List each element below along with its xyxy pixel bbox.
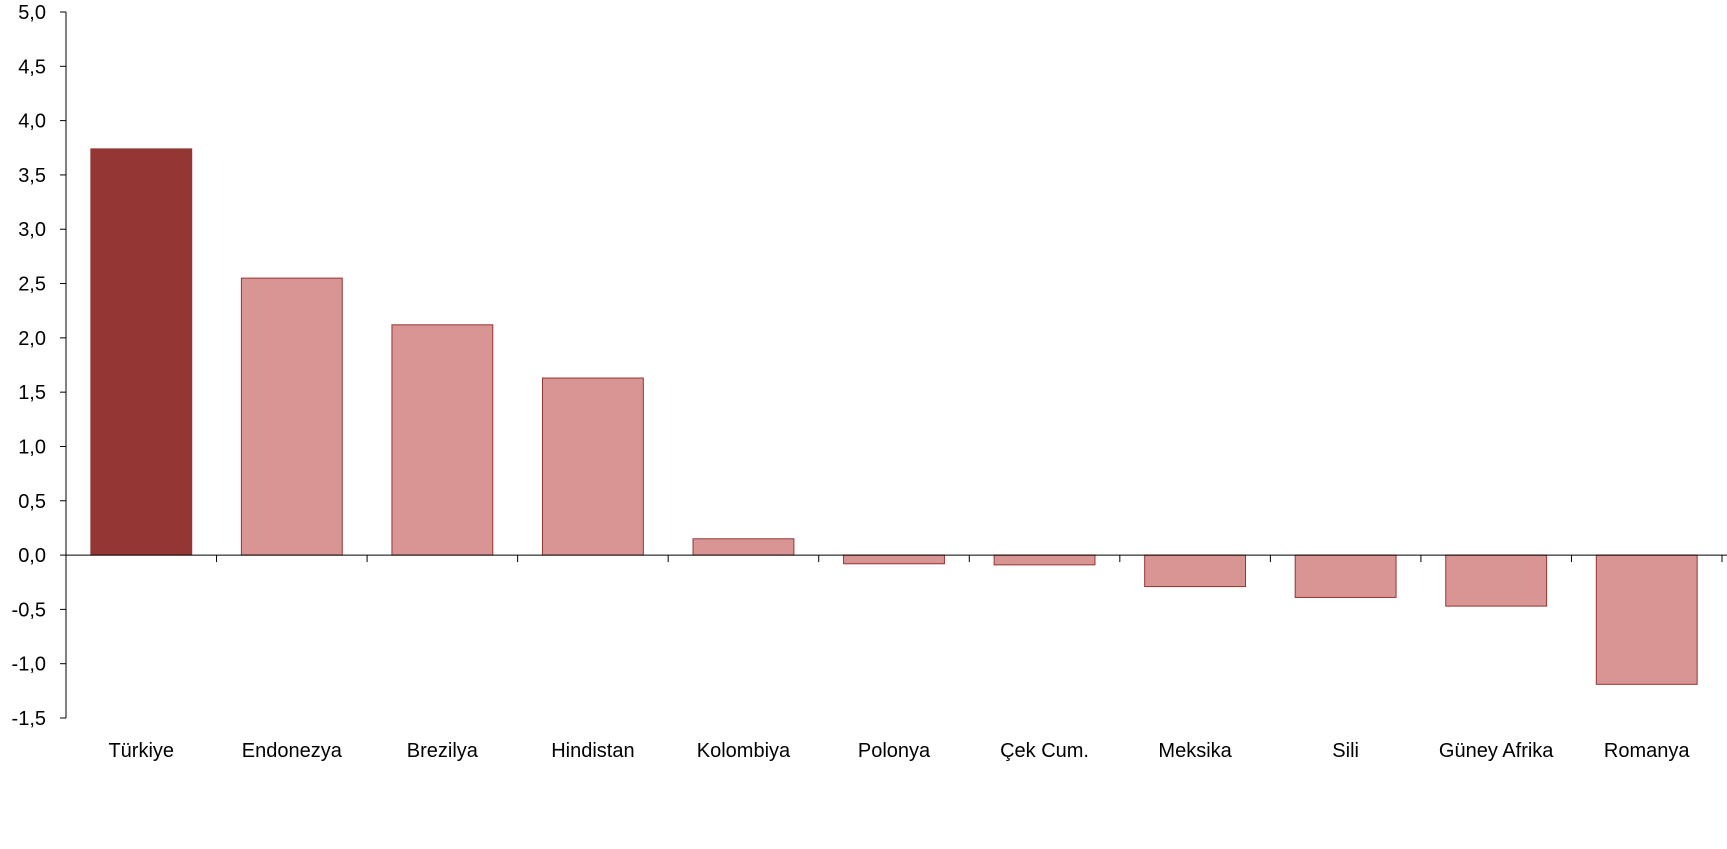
x-category-label: Çek Cum. [1000, 740, 1089, 762]
bar-polonya [843, 554, 945, 565]
bar-kolombiya [692, 538, 795, 556]
bar-hindistan [541, 377, 644, 556]
x-category-label: Endonezya [242, 740, 343, 762]
bar-sili [1294, 554, 1397, 598]
x-category-label: Romanya [1604, 740, 1690, 762]
bars-layer [90, 148, 1698, 685]
x-category-label: Türkiye [108, 740, 174, 762]
y-tick-label: 0,0 [18, 545, 46, 567]
labels-layer: -1,5 -1,0 -0,5 0,0 0,5 1,0 1,5 2,0 2,5 3,0 3,5 4,0 4… [12, 2, 1691, 762]
y-tick-label: 5,0 [18, 2, 46, 24]
bar-brezilya [391, 324, 494, 556]
axis-layer [60, 11, 1727, 719]
y-tick-label: 3,5 [18, 165, 46, 187]
bar-çek-cum- [993, 554, 1096, 566]
x-category-label: Sili [1332, 740, 1359, 762]
x-category-label: Hindistan [551, 740, 634, 762]
y-tick-label: -1,0 [12, 654, 46, 676]
y-tick-label: -0,5 [12, 599, 46, 621]
y-tick-label: 1,0 [18, 436, 46, 458]
y-tick-label: 4,5 [18, 56, 46, 78]
bar-güney-afrika [1445, 554, 1548, 607]
y-tick-label: 1,5 [18, 382, 46, 404]
bar-romanya [1595, 554, 1698, 685]
y-tick-label: 0,5 [18, 491, 46, 513]
x-category-label: Güney Afrika [1439, 740, 1554, 762]
x-category-label: Kolombiya [697, 740, 791, 762]
x-category-label: Polonya [858, 740, 931, 762]
bar-meksika [1144, 554, 1247, 588]
y-tick-label: 2,0 [18, 328, 46, 350]
y-tick-label: 2,5 [18, 274, 46, 296]
y-tick-label: 4,0 [18, 111, 46, 133]
bar-endonezya [240, 277, 343, 556]
y-tick-label: -1,5 [12, 708, 46, 730]
y-tick-label: 3,0 [18, 219, 46, 241]
x-category-label: Meksika [1158, 740, 1232, 762]
bar-türkiye [90, 148, 193, 556]
x-category-label: Brezilya [407, 740, 479, 762]
